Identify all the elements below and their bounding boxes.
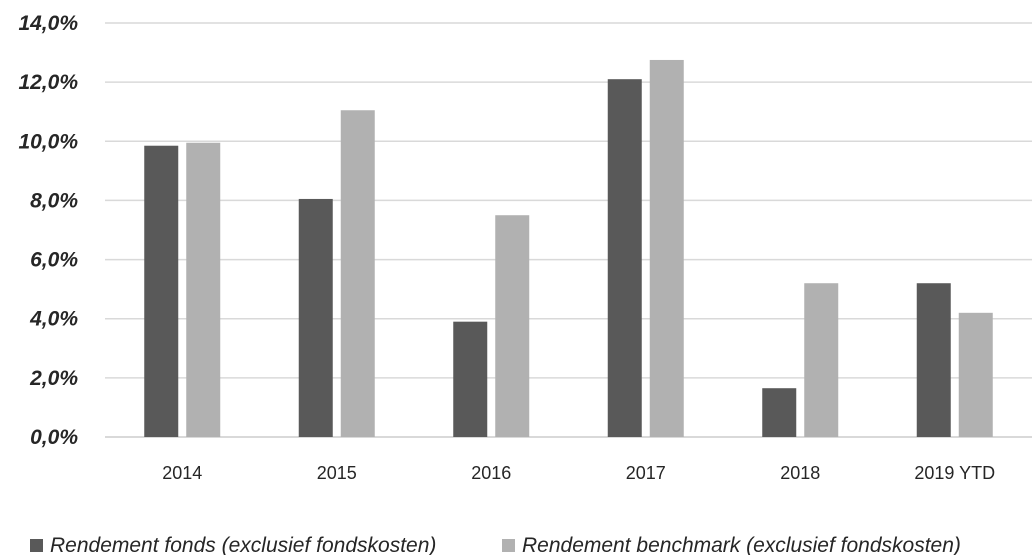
y-tick-label: 8,0%	[30, 189, 78, 212]
y-tick-label: 6,0%	[30, 249, 78, 272]
bar-benchmark	[649, 59, 684, 437]
x-axis-ticks: 2014 2015 2016 2017 2018 2019 YTD	[162, 463, 995, 483]
bar-fonds	[453, 321, 488, 437]
x-tick-label: 2019 YTD	[914, 463, 995, 483]
y-tick-label: 14,0%	[18, 12, 78, 35]
x-tick-label: 2018	[780, 463, 820, 483]
y-tick-label: 10,0%	[18, 130, 78, 153]
bar-benchmark	[340, 110, 375, 437]
y-tick-label: 4,0%	[29, 308, 78, 331]
legend-swatch-benchmark	[502, 539, 515, 552]
bars	[144, 59, 993, 437]
x-tick-label: 2014	[162, 463, 202, 483]
bar-benchmark	[495, 215, 530, 437]
bar-fonds	[298, 198, 333, 437]
bar-fonds	[144, 145, 179, 437]
y-axis-ticks: 0,0% 2,0% 4,0% 6,0% 8,0% 10,0% 12,0% 14,0%	[18, 12, 78, 449]
x-tick-label: 2017	[626, 463, 666, 483]
x-tick-label: 2016	[471, 463, 511, 483]
bar-benchmark	[186, 142, 221, 437]
x-tick-label: 2015	[317, 463, 357, 483]
y-tick-label: 0,0%	[30, 426, 78, 449]
y-tick-label: 12,0%	[18, 71, 78, 94]
y-tick-label: 2,0%	[29, 367, 78, 390]
bar-fonds	[762, 388, 797, 437]
legend: Rendement fonds (exclusief fondskosten) …	[30, 534, 961, 555]
gridlines	[105, 22, 1032, 438]
legend-swatch-fonds	[30, 539, 43, 552]
bar-benchmark	[958, 312, 993, 437]
legend-label-benchmark: Rendement benchmark (exclusief fondskost…	[522, 534, 961, 555]
bar-benchmark	[804, 283, 839, 437]
bar-fonds	[607, 79, 642, 437]
legend-label-fonds: Rendement fonds (exclusief fondskosten)	[50, 534, 436, 555]
bar-fonds	[916, 283, 951, 437]
